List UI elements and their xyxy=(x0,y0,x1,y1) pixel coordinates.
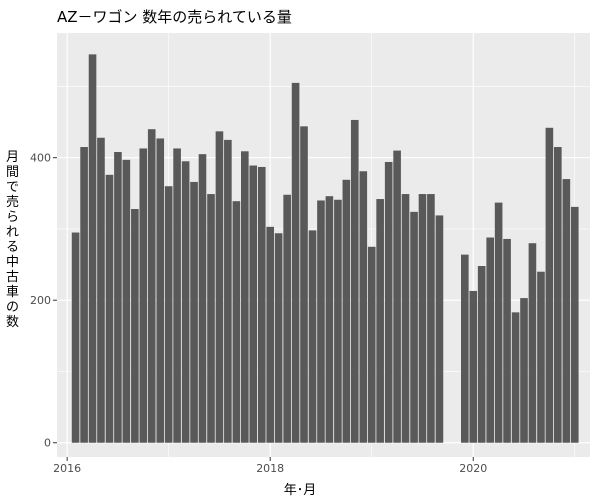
chart-title: AZ－ワゴン 数年の売られている量 xyxy=(57,8,292,26)
bar xyxy=(198,154,207,443)
bar xyxy=(554,147,562,443)
bar xyxy=(147,129,156,443)
bar xyxy=(410,211,418,443)
y-tick-label: 0 xyxy=(44,437,51,450)
bar xyxy=(562,179,571,443)
bar xyxy=(528,243,537,443)
bar xyxy=(131,209,139,443)
bar xyxy=(342,179,351,443)
bar xyxy=(511,312,520,443)
bar xyxy=(334,199,342,443)
bar xyxy=(477,266,486,443)
bar xyxy=(520,298,528,443)
bar xyxy=(401,194,410,443)
bar xyxy=(350,119,359,443)
bar xyxy=(164,186,173,443)
bar xyxy=(418,194,427,443)
bar xyxy=(122,159,131,443)
bar xyxy=(215,131,224,443)
bar xyxy=(97,137,105,443)
x-tick-label: 2020 xyxy=(459,462,487,475)
bar xyxy=(359,171,368,443)
bar xyxy=(266,226,275,443)
bar xyxy=(71,232,80,443)
bar xyxy=(274,233,283,443)
x-axis-label: 年･月 xyxy=(283,483,317,498)
bar xyxy=(283,194,291,443)
bar xyxy=(384,161,393,443)
y-tick-label: 200 xyxy=(30,294,51,307)
bar xyxy=(173,148,181,443)
x-tick-label: 2018 xyxy=(256,462,284,475)
bar xyxy=(503,238,511,443)
bar xyxy=(249,165,258,443)
bar xyxy=(570,206,579,443)
bar xyxy=(80,147,88,443)
bar xyxy=(139,148,148,443)
bar xyxy=(241,151,249,443)
bar xyxy=(156,138,165,443)
bar xyxy=(257,166,266,443)
bar xyxy=(435,215,444,443)
bar xyxy=(207,194,215,443)
bar xyxy=(427,194,435,443)
bar xyxy=(88,54,97,443)
bar xyxy=(367,246,376,443)
bar xyxy=(461,254,469,443)
bar xyxy=(181,161,190,443)
bar xyxy=(545,127,554,443)
x-tick-label: 2016 xyxy=(53,462,81,475)
bar xyxy=(232,201,241,443)
bar xyxy=(325,196,334,443)
bar xyxy=(308,230,317,443)
bar xyxy=(486,237,495,443)
bar xyxy=(393,150,401,443)
bar xyxy=(105,174,114,443)
bar xyxy=(190,181,198,443)
bar xyxy=(224,139,232,443)
y-tick-label: 400 xyxy=(30,152,51,165)
bar xyxy=(291,82,300,443)
y-axis-label: 月間で売られる中古車 の数 xyxy=(6,150,20,330)
bar xyxy=(317,200,325,443)
bar xyxy=(494,202,503,443)
bar xyxy=(537,271,545,443)
bar xyxy=(376,199,384,443)
bar xyxy=(114,152,122,443)
bar xyxy=(300,126,308,443)
bar xyxy=(469,290,478,443)
